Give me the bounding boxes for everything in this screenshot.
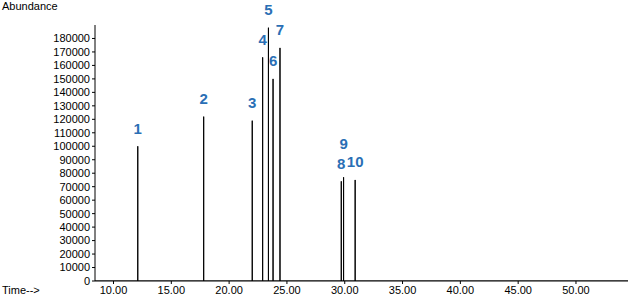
svg-text:3: 3 bbox=[248, 94, 256, 111]
svg-text:6: 6 bbox=[269, 52, 277, 69]
svg-text:4: 4 bbox=[258, 31, 267, 48]
svg-text:5: 5 bbox=[264, 1, 272, 18]
html-text:Abundance: Abundance bbox=[2, 0, 58, 12]
svg-text:2: 2 bbox=[200, 90, 208, 107]
svg-text:80000: 80000 bbox=[59, 167, 90, 179]
svg-text:30000: 30000 bbox=[59, 234, 90, 246]
svg-text:110000: 110000 bbox=[54, 127, 90, 139]
svg-text:70000: 70000 bbox=[59, 181, 90, 193]
svg-text:130000: 130000 bbox=[53, 100, 90, 112]
svg-text:20000: 20000 bbox=[59, 248, 90, 260]
svg-text:150000: 150000 bbox=[53, 73, 90, 85]
svg-text:90000: 90000 bbox=[59, 154, 90, 166]
svg-text:35.00: 35.00 bbox=[389, 284, 417, 296]
svg-text:25.00: 25.00 bbox=[273, 284, 301, 296]
svg-text:20.00: 20.00 bbox=[215, 284, 243, 296]
svg-text:100000: 100000 bbox=[53, 140, 90, 152]
svg-text:120000: 120000 bbox=[53, 113, 90, 125]
svg-text:50.00: 50.00 bbox=[562, 284, 590, 296]
svg-text:45.00: 45.00 bbox=[504, 284, 532, 296]
svg-text:7: 7 bbox=[276, 21, 284, 38]
svg-text:40.00: 40.00 bbox=[447, 284, 475, 296]
svg-text:140000: 140000 bbox=[53, 86, 90, 98]
svg-text:0: 0 bbox=[84, 275, 90, 287]
svg-text:1: 1 bbox=[134, 120, 142, 137]
svg-text:8: 8 bbox=[337, 155, 345, 172]
svg-text:15.00: 15.00 bbox=[158, 284, 186, 296]
svg-text:180000: 180000 bbox=[53, 32, 90, 44]
svg-text:10.00: 10.00 bbox=[100, 284, 128, 296]
svg-text:170000: 170000 bbox=[53, 46, 90, 58]
svg-text:30.00: 30.00 bbox=[331, 284, 359, 296]
svg-text:160000: 160000 bbox=[53, 59, 90, 71]
svg-text:10000: 10000 bbox=[59, 261, 90, 273]
svg-text:10: 10 bbox=[347, 153, 364, 170]
svg-text:9: 9 bbox=[339, 135, 347, 152]
svg-text:40000: 40000 bbox=[59, 221, 90, 233]
svg-text:50000: 50000 bbox=[59, 208, 90, 220]
html-text:Time-->: Time--> bbox=[2, 284, 40, 296]
svg-text:60000: 60000 bbox=[59, 194, 90, 206]
